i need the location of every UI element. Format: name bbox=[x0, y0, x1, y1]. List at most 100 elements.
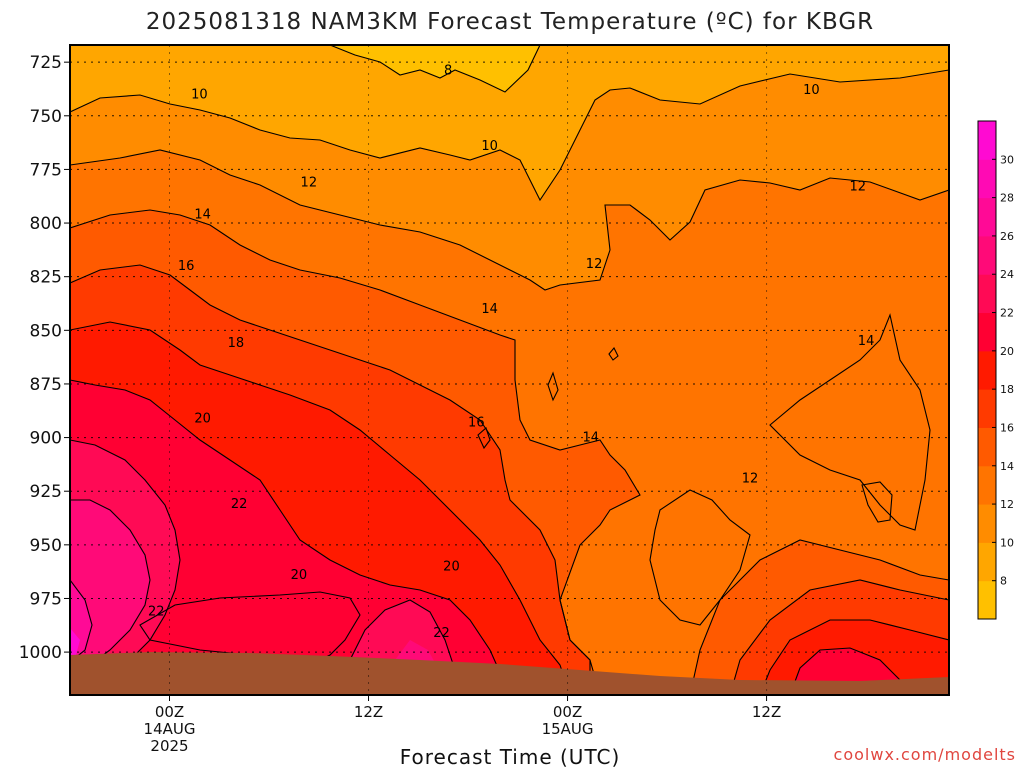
colorbar-tick-label: 28 bbox=[1000, 192, 1014, 205]
x-tick-label: 00Z bbox=[553, 703, 582, 721]
contour-label: 12 bbox=[586, 257, 603, 272]
colorbar-tick-label: 30 bbox=[1000, 153, 1014, 166]
contour-14 bbox=[70, 209, 641, 695]
contour-18 bbox=[70, 321, 571, 695]
colorbar-tick-label: 20 bbox=[1000, 345, 1014, 358]
colorbar-swatch bbox=[978, 312, 996, 352]
plot-frame bbox=[69, 44, 950, 696]
contour-20-inner bbox=[139, 591, 361, 661]
contour-label: 10 bbox=[481, 139, 498, 154]
contour-label: 22 bbox=[433, 626, 450, 641]
contour-label: 12 bbox=[301, 175, 318, 190]
contour-label: 14 bbox=[858, 334, 875, 349]
chart-title: 2025081318 NAM3KM Forecast Temperature (… bbox=[146, 9, 874, 35]
contour-misc-2 bbox=[477, 427, 491, 450]
colorbar-frame bbox=[977, 120, 997, 620]
contour-8 bbox=[329, 45, 541, 93]
colorbar-swatch bbox=[978, 197, 996, 237]
colorbar-tick-label: 18 bbox=[1000, 383, 1014, 396]
y-tick-label: 875 bbox=[30, 375, 62, 395]
band-28-30 bbox=[70, 628, 80, 660]
colorbar-tick-label: 8 bbox=[1000, 575, 1007, 588]
contour-label: 16 bbox=[468, 416, 485, 431]
contour-label: 12 bbox=[742, 471, 759, 486]
y-tick-label: 750 bbox=[30, 107, 62, 127]
colorbar-swatch bbox=[978, 121, 996, 160]
y-tick-label: 725 bbox=[30, 53, 62, 73]
plot-area: 8 10 10 10 12 12 12 12 14 14 14 14 16 16 18 20 20 20 22 22 2… bbox=[69, 44, 950, 696]
colorbar-swatch bbox=[978, 235, 996, 275]
contour-label: 22 bbox=[231, 497, 248, 512]
colorbar-tick-label: 16 bbox=[1000, 421, 1014, 434]
colorbar-swatch bbox=[978, 504, 996, 543]
colorbar-swatch bbox=[978, 542, 996, 582]
y-axis: 725 750 775 800 825 850 875 900 925 950 975 1000 bbox=[19, 53, 70, 663]
contour-label: 20 bbox=[291, 568, 308, 583]
x-tick-label: 12Z bbox=[354, 703, 383, 721]
contour-label: 10 bbox=[803, 83, 820, 98]
contour-label: 14 bbox=[194, 207, 211, 222]
colorbar-tick-label: 24 bbox=[1000, 268, 1014, 281]
colorbar-tick-label: 10 bbox=[1000, 536, 1014, 549]
contour-12-pocket bbox=[649, 489, 751, 626]
x-axis-label: Forecast Time (UTC) bbox=[400, 745, 621, 768]
contour-14-east bbox=[689, 539, 949, 695]
colorbar-swatch bbox=[978, 350, 996, 390]
contour-label: 16 bbox=[178, 259, 195, 274]
x-tick-label: 15AUG bbox=[542, 720, 594, 738]
contour-label: 20 bbox=[443, 559, 460, 574]
colorbar-swatch bbox=[978, 465, 996, 505]
colorbar-tick-label: 26 bbox=[1000, 230, 1014, 243]
y-tick-label: 775 bbox=[30, 160, 62, 180]
contour-14-loop bbox=[769, 313, 931, 531]
contour-20 bbox=[70, 379, 511, 695]
isotherm-contours bbox=[70, 45, 949, 695]
contour-misc-4 bbox=[861, 481, 893, 523]
contour-label: 10 bbox=[191, 87, 208, 102]
contour-label: 12 bbox=[850, 180, 867, 195]
colorbar-tick-label: 22 bbox=[1000, 307, 1014, 320]
contour-label: 14 bbox=[582, 431, 599, 446]
contour-16 bbox=[70, 264, 591, 695]
source-credit: coolwx.com/modelts bbox=[834, 745, 1016, 764]
contour-label: 14 bbox=[481, 302, 498, 317]
colorbar-swatch bbox=[978, 159, 996, 199]
contour-label: 20 bbox=[194, 411, 211, 426]
y-tick-label: 950 bbox=[30, 536, 62, 556]
band-8-10 bbox=[70, 45, 949, 200]
contour-label: 22 bbox=[148, 604, 165, 619]
contour-26 bbox=[70, 579, 93, 663]
contour-16-east bbox=[729, 579, 949, 695]
x-tick-label: 14AUG bbox=[144, 720, 196, 738]
colorbar-swatch bbox=[978, 274, 996, 314]
contour-10 bbox=[70, 69, 949, 202]
x-tick-label: 12Z bbox=[752, 703, 781, 721]
x-tick-label: 2025 bbox=[150, 737, 188, 755]
y-tick-label: 925 bbox=[30, 482, 62, 502]
contour-18-east bbox=[759, 619, 949, 695]
colorbar-tick-label: 12 bbox=[1000, 498, 1014, 511]
y-tick-label: 850 bbox=[30, 321, 62, 341]
y-tick-label: 825 bbox=[30, 268, 62, 288]
colorbar: 8 10 12 14 16 18 20 22 24 26 28 30 bbox=[977, 120, 1014, 620]
contour-12 bbox=[70, 149, 949, 291]
y-tick-label: 1000 bbox=[19, 643, 62, 663]
colorbar-swatch bbox=[978, 389, 996, 428]
contour-misc-3 bbox=[608, 347, 619, 361]
y-tick-label: 975 bbox=[30, 589, 62, 609]
band-6-8 bbox=[330, 45, 540, 92]
y-tick-label: 900 bbox=[30, 429, 62, 449]
contour-label: 18 bbox=[228, 336, 245, 351]
y-tick-label: 800 bbox=[30, 214, 62, 234]
contour-misc-1 bbox=[547, 371, 559, 402]
contour-22-mid bbox=[339, 599, 461, 695]
colorbar-swatch bbox=[978, 580, 996, 620]
contour-label: 8 bbox=[444, 64, 452, 79]
colorbar-swatch bbox=[978, 427, 996, 467]
x-tick-label: 00Z bbox=[155, 703, 184, 721]
ground-surface bbox=[70, 652, 949, 695]
colorbar-tick-label: 14 bbox=[1000, 460, 1014, 473]
contour-labels: 8 10 10 10 12 12 12 12 14 14 14 14 16 16 18 20 20 20 22 22 2… bbox=[148, 64, 874, 641]
